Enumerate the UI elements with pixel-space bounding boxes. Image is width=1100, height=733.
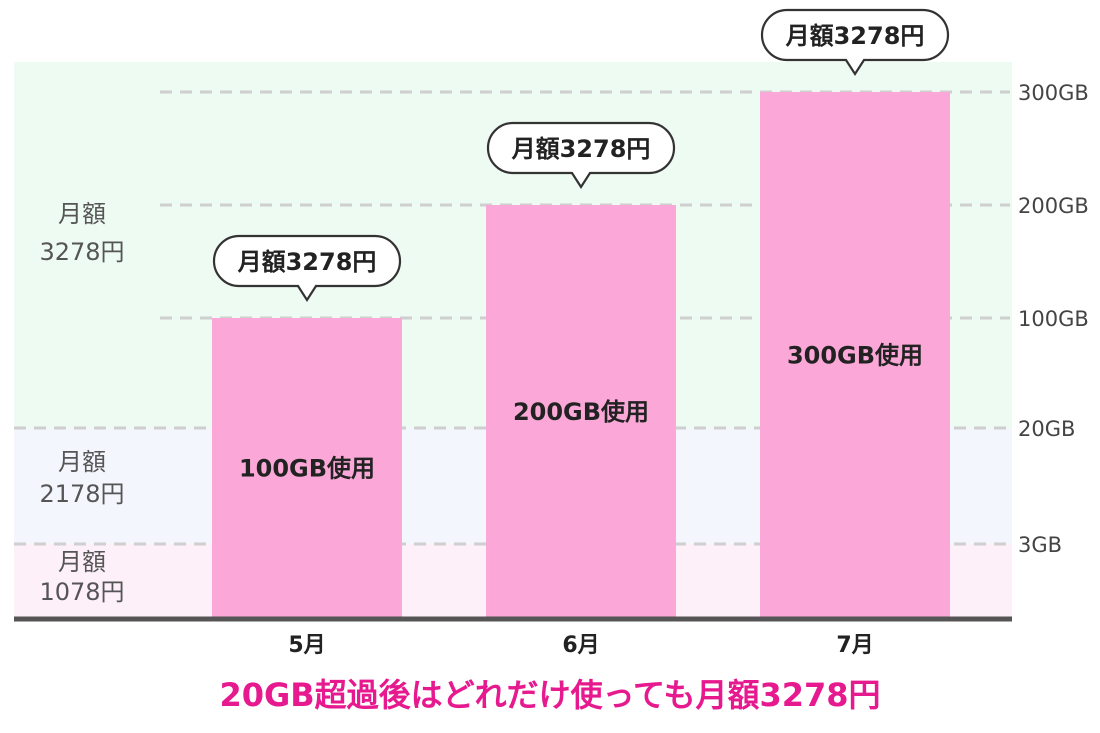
band-label-line2: 3278円	[39, 238, 124, 266]
bar	[486, 205, 676, 617]
band-label-line2: 2178円	[39, 480, 124, 508]
x-tick-label: 5月	[288, 633, 325, 658]
bar-label: 200GB使用	[513, 398, 649, 426]
bar	[212, 318, 402, 617]
y-tick-label: 20GB	[1018, 417, 1075, 441]
bar-label: 100GB使用	[239, 455, 375, 483]
bar-label: 300GB使用	[787, 342, 923, 370]
callout-bubble	[486, 121, 676, 190]
y-tick-label: 100GB	[1018, 307, 1089, 331]
callout-label: 月額3278円	[785, 22, 925, 50]
callout-bubble	[212, 234, 402, 303]
y-tick-label: 3GB	[1018, 533, 1062, 557]
bar	[760, 92, 950, 617]
callout-bubble	[760, 8, 950, 77]
band-label-line1: 月額	[58, 548, 106, 576]
y-tick-label: 200GB	[1018, 194, 1089, 218]
band-label-line1: 月額	[58, 200, 106, 228]
x-tick-label: 6月	[562, 633, 599, 658]
callout-label: 月額3278円	[237, 248, 377, 276]
callout-label: 月額3278円	[511, 135, 651, 163]
y-tick-label: 300GB	[1018, 81, 1089, 105]
x-tick-label: 7月	[836, 633, 873, 658]
band-label-line2: 1078円	[39, 578, 124, 606]
band-label-line1: 月額	[58, 448, 106, 476]
chart-caption: 20GB超過後はどれだけ使っても月額3278円	[219, 676, 880, 714]
